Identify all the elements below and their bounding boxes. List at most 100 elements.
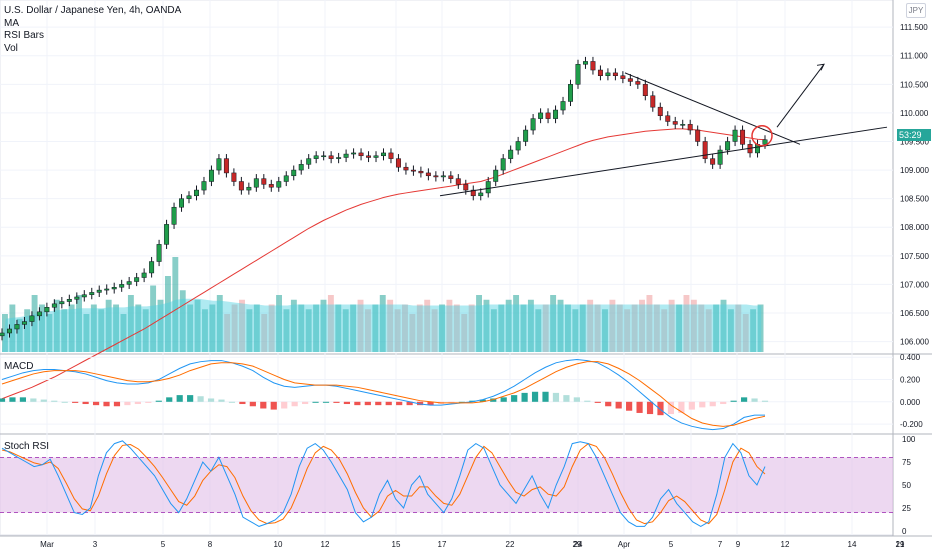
- volume-ma-area: [2, 298, 762, 352]
- macd-histogram-bar: [260, 401, 267, 409]
- y-tick-label: -0.200: [900, 420, 923, 429]
- candle: [298, 159, 304, 175]
- volume-bar: [520, 304, 527, 352]
- symbol-title: U.S. Dollar / Japanese Yen, 4h, OANDA: [4, 5, 182, 16]
- candle: [515, 136, 521, 155]
- macd-histogram-bar: [469, 400, 476, 402]
- candle-body: [702, 141, 708, 159]
- candle-body: [231, 172, 237, 182]
- candle: [246, 182, 252, 195]
- macd-histogram-bar: [563, 395, 570, 402]
- volume-bar: [453, 304, 460, 352]
- volume-bar: [305, 309, 312, 352]
- candle-body: [291, 169, 297, 177]
- macd-histogram-bar: [322, 401, 330, 403]
- volume-bar: [402, 304, 408, 352]
- candle: [14, 319, 20, 334]
- last-price-tag: 53:29: [897, 129, 931, 141]
- macd-histogram-bar: [406, 401, 413, 406]
- candle: [119, 279, 125, 292]
- candle: [582, 56, 588, 69]
- candle-body: [485, 181, 491, 194]
- candle: [687, 119, 693, 135]
- candle-body: [710, 158, 716, 165]
- candle-body: [149, 261, 155, 274]
- y-tick-label: 106.000: [900, 338, 929, 347]
- candle: [448, 171, 454, 184]
- volume-bar: [394, 309, 401, 352]
- volume-bar: [9, 304, 16, 352]
- currency-badge[interactable]: JPY: [906, 3, 926, 18]
- volume-bar: [668, 299, 675, 352]
- candle-body: [29, 315, 35, 322]
- macd-histogram-bar: [667, 401, 675, 415]
- candle-body: [306, 158, 312, 165]
- candle: [104, 284, 110, 295]
- volume-bar: [698, 304, 705, 352]
- volume-bar: [564, 304, 571, 352]
- macd-histogram-bar: [594, 401, 601, 403]
- candle: [605, 68, 611, 81]
- stoch-band: [0, 457, 893, 513]
- macd-histogram-bar: [615, 401, 622, 409]
- macd-histogram-bar: [92, 401, 100, 406]
- macd-histogram-bar: [751, 398, 758, 402]
- volume-bar: [705, 309, 712, 352]
- indicator-vol[interactable]: Vol: [4, 42, 18, 54]
- candle-body: [650, 95, 656, 108]
- candle: [321, 151, 327, 161]
- macd-histogram-bar: [166, 397, 173, 402]
- volume-bar: [683, 295, 690, 352]
- volume-bar: [661, 309, 668, 352]
- volume-bar: [372, 304, 379, 352]
- candle-body: [440, 175, 446, 178]
- candle: [231, 168, 237, 187]
- indicator-rsi-bars[interactable]: RSI Bars: [4, 30, 45, 41]
- indicator-ma[interactable]: MA: [4, 17, 19, 29]
- candle-body: [156, 244, 162, 262]
- candle: [403, 162, 409, 175]
- candle-body: [560, 101, 566, 111]
- macd-histogram-bar: [626, 401, 633, 411]
- y-tick-label: 106.500: [900, 309, 929, 318]
- candle: [755, 139, 760, 158]
- volume-bar: [350, 304, 357, 352]
- y-tick-label: 109.000: [900, 166, 929, 175]
- candle: [545, 108, 551, 124]
- y-tick-label: 107.500: [900, 252, 929, 261]
- macd-pane-title[interactable]: MACD: [4, 361, 34, 372]
- candle-body: [104, 288, 110, 291]
- candle: [156, 239, 162, 267]
- x-tick-label: 10: [274, 540, 283, 549]
- stoch-rsi-pane-title[interactable]: Stoch RSI: [4, 441, 50, 452]
- volume-bar: [61, 309, 68, 352]
- volume-bar: [446, 299, 453, 352]
- candle-body: [403, 166, 409, 171]
- candle: [395, 154, 401, 172]
- candle: [425, 168, 431, 181]
- candle: [291, 165, 297, 181]
- candle: [44, 302, 50, 317]
- candle: [485, 176, 491, 198]
- x-tick-label: 24: [574, 540, 583, 549]
- macd-histogram-bar: [270, 401, 277, 410]
- volume-bar: [527, 299, 534, 352]
- candle-body: [515, 141, 521, 151]
- volume-bar: [690, 299, 697, 352]
- y-tick-label: 0.400: [900, 353, 921, 362]
- volume-bar: [757, 304, 764, 352]
- macd-histogram-bar: [113, 401, 121, 407]
- macd-histogram-bar: [364, 401, 371, 406]
- candle-body: [208, 169, 214, 182]
- candle: [650, 91, 656, 112]
- candle: [126, 276, 132, 289]
- x-tick-label: 8: [208, 540, 213, 549]
- candle-body: [523, 129, 529, 142]
- volume-bar: [246, 309, 253, 352]
- volume-bar: [535, 309, 542, 352]
- trendline-projection: [776, 64, 825, 128]
- candle-body: [395, 158, 401, 168]
- volume-bar: [379, 295, 386, 352]
- volume-bar: [298, 304, 305, 352]
- volume-bar: [409, 314, 416, 352]
